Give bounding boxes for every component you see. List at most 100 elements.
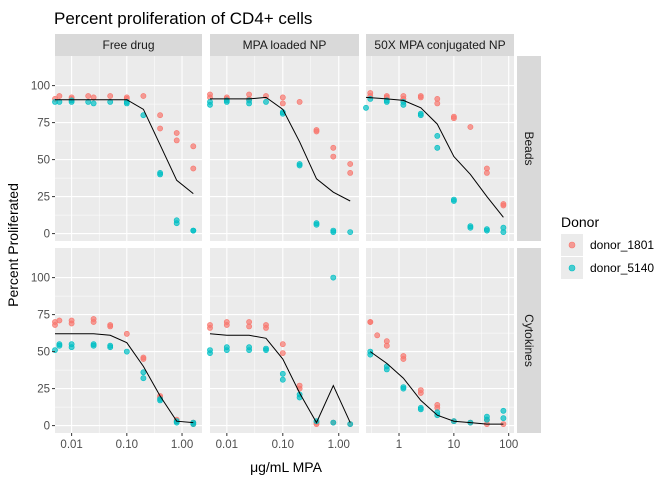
strip-label-mpa-loaded-np: MPA loaded NP	[243, 38, 327, 52]
panel-cytokines-50x-mpa-conjugated-np	[366, 248, 514, 433]
point-donor-5140	[246, 347, 252, 353]
point-donor-1801	[347, 161, 354, 167]
point-donor-5140	[140, 375, 147, 382]
point-donor-1801	[383, 342, 390, 349]
point-donor-5140	[483, 227, 490, 234]
panel-beads-50x-mpa-conjugated-np	[363, 56, 514, 241]
strip-mpa-loaded-np	[210, 34, 359, 56]
legend-key-donor-5140	[568, 264, 576, 272]
chart-title: Percent proliferation of CD4+ cells	[54, 9, 312, 28]
point-donor-5140	[347, 229, 354, 235]
point-donor-1801	[467, 124, 474, 130]
point-donor-5140	[279, 370, 286, 377]
point-donor-1801	[450, 115, 457, 122]
y-tick-label: 75	[37, 310, 50, 322]
fit-line	[365, 96, 504, 218]
point-donor-5140	[263, 99, 269, 105]
panel-cytokines-free-drug	[52, 248, 202, 433]
point-donor-1801	[157, 112, 163, 119]
strip-cytokines	[517, 248, 541, 433]
point-donor-5140	[157, 171, 163, 178]
point-donor-5140	[450, 198, 457, 204]
fit-line	[55, 333, 194, 424]
point-donor-5140	[483, 416, 490, 423]
strip-label-free-drug: Free drug	[102, 38, 154, 52]
y-tick-label: 0	[44, 421, 50, 433]
point-donor-5140	[279, 376, 286, 383]
point-donor-1801	[313, 128, 320, 135]
point-donor-5140	[330, 419, 337, 426]
point-donor-1801	[223, 322, 230, 328]
point-donor-1801	[263, 324, 269, 331]
panel-background	[55, 248, 202, 433]
point-donor-5140	[173, 220, 180, 227]
point-donor-1801	[157, 125, 163, 132]
y-tick-label: 100	[31, 81, 50, 93]
point-donor-5140	[500, 415, 507, 422]
point-donor-1801	[483, 169, 490, 176]
panel-beads-mpa-loaded-np	[207, 56, 359, 241]
x-tick-label: 0.01	[60, 439, 82, 451]
legend-title: Donor	[561, 214, 599, 230]
point-donor-1801	[279, 350, 286, 356]
point-donor-1801	[417, 94, 424, 101]
y-tick-label: 25	[37, 384, 50, 396]
point-donor-1801	[207, 324, 213, 331]
point-donor-5140	[223, 347, 230, 353]
point-donor-5140	[500, 407, 507, 414]
y-tick-label: 0	[44, 229, 50, 241]
fit-line	[210, 96, 351, 202]
point-donor-1801	[107, 323, 114, 330]
x-tick-label: 100	[499, 439, 518, 451]
point-donor-5140	[190, 227, 197, 234]
point-donor-1801	[85, 93, 92, 99]
fit-line	[209, 333, 351, 424]
point-donor-5140	[330, 229, 337, 235]
point-donor-5140	[223, 99, 230, 105]
point-donor-1801	[56, 317, 63, 324]
point-donor-5140	[467, 224, 474, 231]
point-donor-5140	[313, 221, 320, 228]
y-tick-label: 25	[37, 192, 50, 204]
point-donor-1801	[52, 322, 58, 328]
panel-cytokines-mpa-loaded-np	[207, 248, 359, 433]
point-donor-5140	[246, 100, 252, 107]
point-donor-1801	[417, 390, 424, 396]
y-tick-label: 50	[37, 347, 50, 359]
x-tick-label: 1	[396, 439, 402, 451]
y-tick-label: 50	[37, 155, 50, 167]
point-donor-5140	[383, 366, 390, 373]
point-donor-5140	[417, 406, 424, 413]
panel-background	[55, 56, 202, 241]
legend-key-donor-1801	[568, 241, 576, 249]
point-donor-1801	[374, 332, 381, 339]
legend-label-donor-1801: donor_1801	[590, 238, 654, 252]
point-donor-5140	[123, 348, 130, 355]
point-donor-1801	[140, 93, 147, 99]
point-donor-5140	[207, 350, 213, 356]
y-tick-label: 75	[37, 118, 50, 130]
strip-beads	[517, 56, 541, 241]
panels-layer: Free drug MPA loaded NP 50X MPA conjugated…	[52, 34, 541, 433]
point-donor-5140	[263, 347, 269, 353]
y-axis-label: Percent Proliferated	[5, 183, 21, 307]
point-donor-1801	[279, 94, 286, 101]
point-donor-5140	[434, 144, 441, 151]
x-tick-label: 0.01	[216, 439, 238, 451]
x-tick-label: 10	[447, 439, 460, 451]
point-donor-1801	[330, 144, 337, 151]
point-donor-1801	[347, 169, 354, 176]
x-axis-layer: 0.01 0.10 1.00 0.01 0.10 1.00 1 10 100	[60, 433, 518, 451]
legend: Donor donor_1801 donor_5140	[561, 214, 654, 279]
y-axis-layer: 0 25 50 75 100 0 25 50 75 100	[31, 81, 55, 433]
point-donor-1801	[56, 93, 63, 99]
point-donor-5140	[296, 162, 303, 169]
point-donor-1801	[400, 356, 407, 362]
panel-background	[210, 248, 359, 433]
point-donor-5140	[500, 229, 507, 235]
point-donor-5140	[330, 274, 337, 281]
fit-line	[55, 99, 194, 194]
panel-background	[366, 248, 514, 433]
x-axis-label: μg/mL MPA	[250, 459, 323, 475]
